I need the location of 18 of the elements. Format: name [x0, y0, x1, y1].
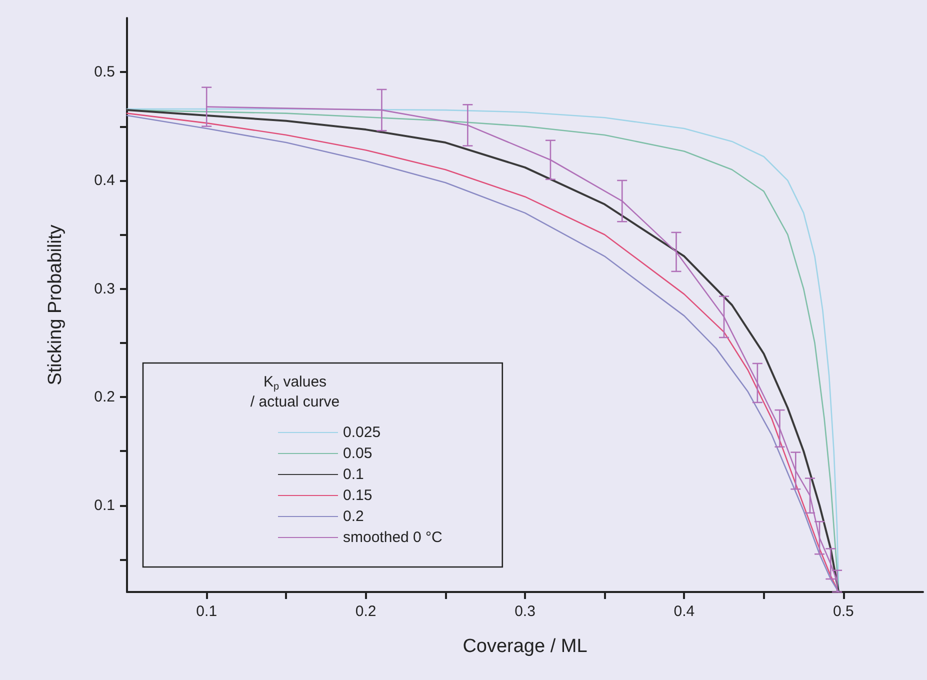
legend-label: 0.15	[343, 487, 372, 504]
legend-label: 0.1	[343, 466, 364, 483]
legend-label: 0.05	[343, 445, 372, 462]
x-tick-label: 0.4	[674, 603, 695, 620]
legend-label: 0.2	[343, 508, 364, 525]
y-tick-label: 0.1	[94, 496, 115, 514]
legend-label: 0.025	[343, 424, 381, 441]
y-tick-label: 0.3	[94, 280, 115, 298]
x-tick-label: 0.1	[196, 603, 218, 620]
x-tick-label: 0.3	[514, 603, 536, 620]
y-tick-label: 0.5	[94, 64, 115, 81]
x-tick-label: 0.2	[355, 603, 376, 620]
y-axis-title: Sticking Probability	[45, 224, 66, 386]
x-axis-title: Coverage / ML	[462, 636, 588, 657]
legend-label: smoothed 0 °C	[343, 529, 443, 546]
y-tick-label: 0.2	[94, 388, 115, 406]
y-tick-label: 0.4	[94, 172, 115, 189]
x-tick-label: 0.5	[832, 603, 854, 620]
